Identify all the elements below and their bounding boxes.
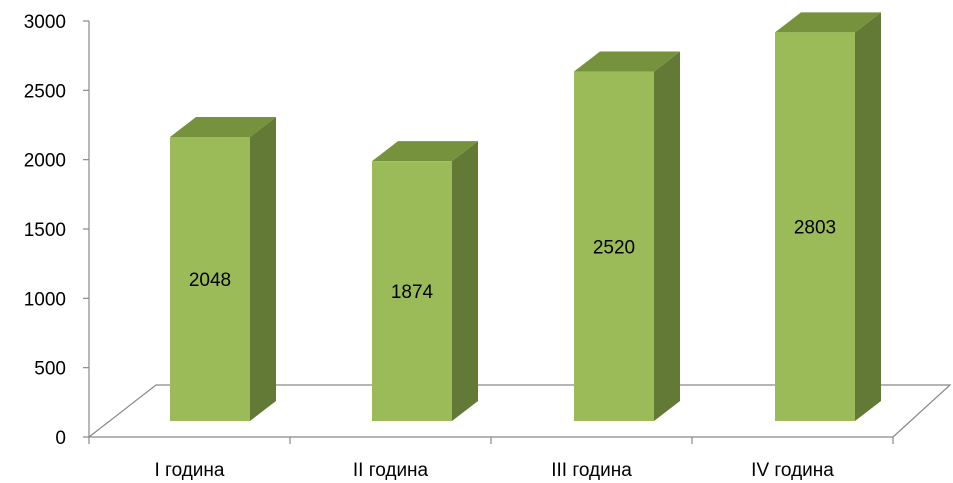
bar-side-face — [855, 12, 881, 422]
y-tick-label: 3000 — [24, 12, 66, 33]
bar-side-face — [654, 51, 680, 422]
y-tick-label: 2000 — [24, 151, 66, 172]
y-tick-label: 1000 — [24, 289, 66, 310]
y-axis: 0 500 1000 1500 2000 2500 3000 — [24, 12, 90, 449]
x-axis-labels: I година II година III година IV година — [88, 437, 894, 481]
x-tick-label: IV година — [751, 460, 834, 481]
data-label: 2803 — [794, 218, 836, 239]
y-tick-label: 2500 — [24, 81, 66, 102]
y-tick-label: 500 — [34, 359, 66, 380]
data-label: 1874 — [391, 282, 434, 303]
bar-side-face — [452, 141, 478, 421]
y-tick-label: 1500 — [24, 220, 66, 241]
y-tick-label: 0 — [55, 428, 66, 449]
bars — [170, 12, 881, 422]
bar-top-face — [372, 141, 478, 162]
data-label: 2048 — [189, 270, 231, 291]
bar — [170, 117, 276, 421]
x-tick-label: III година — [551, 460, 632, 481]
bar — [372, 141, 478, 421]
bar-top-face — [574, 51, 680, 72]
bar-front-face — [170, 137, 250, 421]
data-labels: 2048 1874 2520 2803 — [189, 218, 836, 303]
floor-back-edge — [88, 384, 952, 438]
bar — [775, 12, 881, 422]
bar-front-face — [372, 161, 452, 421]
bar-side-face — [250, 117, 276, 421]
x-tick-label: I година — [155, 460, 225, 481]
bar-front-face — [775, 32, 855, 422]
bar-top-face — [775, 12, 881, 33]
bar-front-face — [574, 71, 654, 421]
bar — [574, 51, 680, 422]
data-label: 2520 — [593, 237, 635, 258]
bar-top-face — [170, 117, 276, 138]
x-tick-label: II година — [353, 460, 429, 481]
